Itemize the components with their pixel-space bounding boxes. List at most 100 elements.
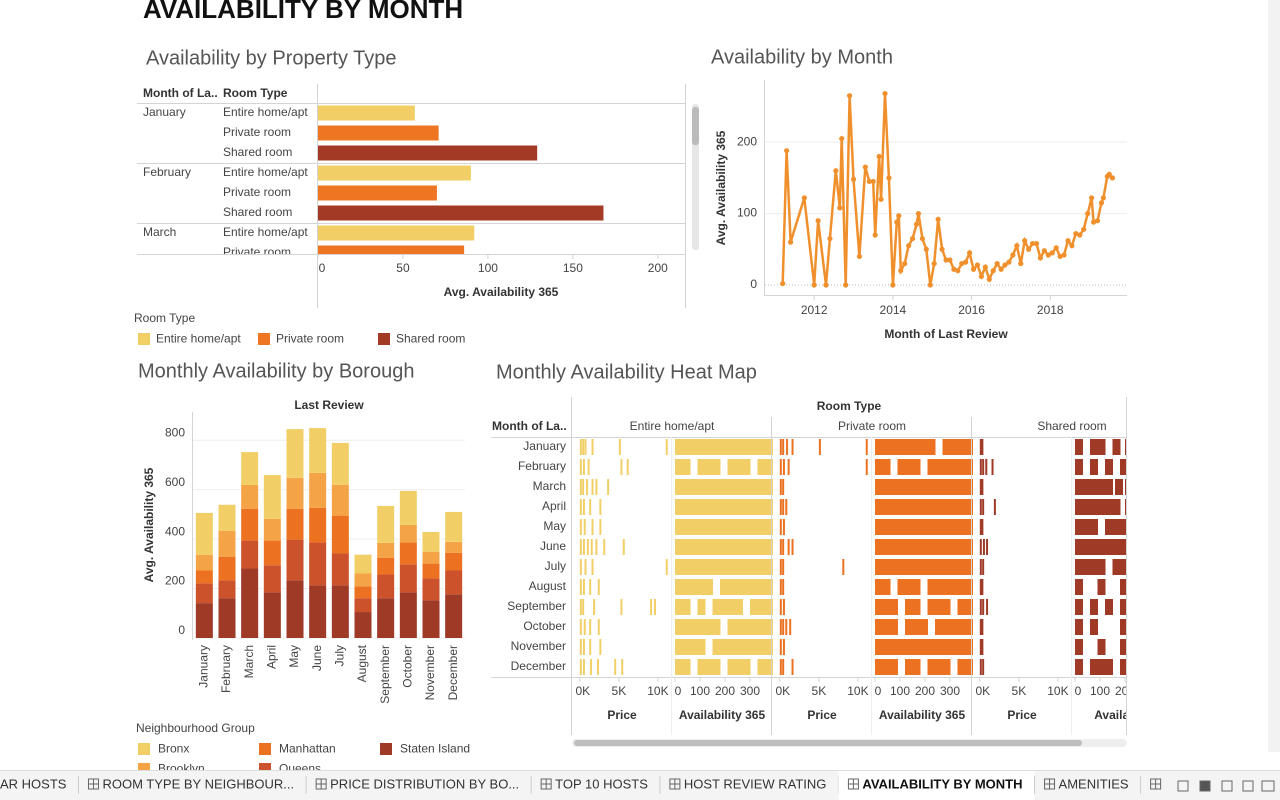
point [1065, 238, 1071, 244]
strip-mark [1120, 559, 1127, 575]
tab[interactable]: AMENITIES [1059, 776, 1129, 791]
point [982, 264, 988, 270]
strip-mark [579, 639, 582, 655]
strip-mark [742, 479, 751, 495]
strip-mark [890, 619, 898, 635]
clip-group: Room Type Month of La.. January February Mar… [491, 397, 1135, 735]
tab[interactable]: HOST REVIEW RATING [684, 776, 827, 791]
strip-mark [982, 459, 985, 475]
tab[interactable]: ROOM TYPE BY NEIGHBOUR... [102, 776, 294, 791]
strip-mark [720, 579, 728, 595]
point [1094, 218, 1101, 224]
heatmap-scrollbar-thumb[interactable] [574, 740, 1082, 746]
strip-mark [1075, 499, 1083, 515]
strip-mark [589, 579, 592, 595]
strip-mark [579, 599, 582, 615]
strip-mark [675, 459, 683, 475]
strip-mark [1120, 539, 1127, 555]
x-tick-label: 0K [975, 684, 990, 698]
strip-mark [591, 519, 594, 535]
strip-mark [697, 659, 706, 675]
strip-mark [920, 559, 928, 575]
strip-mark [582, 639, 585, 655]
strip-mark [720, 599, 728, 615]
x-tick-label: August [355, 644, 369, 682]
strip-mark [750, 499, 758, 515]
column-header: Room Type [817, 399, 882, 413]
page-scrollbar[interactable] [1268, 0, 1280, 752]
strip-mark [697, 459, 706, 475]
toolbar-button[interactable] [1261, 780, 1275, 792]
strip-mark [697, 559, 706, 575]
strip-mark [579, 479, 582, 495]
row-label: Shared room [223, 205, 292, 219]
column-header: Room Type [223, 86, 288, 100]
strip-mark [654, 599, 657, 615]
point [1073, 230, 1079, 237]
strip-mark [682, 579, 691, 595]
tab[interactable]: AR HOSTS [0, 776, 67, 791]
bar-segment [241, 452, 259, 485]
tab[interactable]: TOP 10 HOSTS [555, 776, 648, 791]
tab-icon-grid [88, 779, 99, 789]
strip-mark [905, 439, 913, 455]
point [1053, 245, 1059, 251]
strip-mark [865, 439, 868, 455]
bar-segment [377, 505, 395, 543]
strip-mark [591, 479, 594, 495]
strip-mark [779, 479, 782, 495]
strip-mark [890, 639, 898, 655]
strip-mark [779, 619, 782, 635]
strip-mark [779, 639, 782, 655]
x-tick-label: October [401, 645, 415, 688]
strip-mark [957, 519, 966, 535]
point [1010, 252, 1016, 258]
y-axis-label: Avg. Availability 365 [142, 467, 156, 582]
point [870, 178, 876, 185]
strip-mark [589, 659, 592, 675]
x-tick-label: 10K [1047, 684, 1068, 698]
strip-mark [735, 619, 743, 635]
strip-mark [957, 499, 966, 515]
strip-mark [981, 639, 984, 655]
strip-mark [582, 659, 585, 675]
strip-mark [789, 619, 792, 635]
bar-segment [399, 592, 417, 638]
point [787, 239, 794, 245]
x-tick-label: December [446, 645, 460, 700]
strip-mark [750, 559, 758, 575]
strip-mark [1090, 559, 1098, 575]
point [1098, 200, 1105, 206]
strip-mark [697, 619, 706, 635]
strip-mark [705, 439, 713, 455]
strip-mark [890, 479, 898, 495]
legend-label: Private room [276, 332, 344, 346]
point [784, 148, 790, 154]
strip-mark [905, 519, 913, 535]
toolbar-button[interactable] [1177, 780, 1189, 792]
toolbar-button[interactable] [1199, 780, 1211, 792]
point [994, 260, 1000, 267]
clip-group: AR HOSTS ROOM TYPE BY NEIGHBOUR... PRICE D… [0, 771, 1162, 800]
tab[interactable]: PRICE DISTRIBUTION BY BO... [330, 776, 519, 791]
strip-mark [1105, 499, 1113, 515]
strip-mark [779, 459, 782, 475]
x-tick-label: 200 [1115, 684, 1135, 698]
strip-mark [981, 479, 984, 495]
x-tick-label: 0 [1075, 684, 1082, 698]
strip-mark [1097, 659, 1106, 675]
strip-mark [765, 559, 773, 575]
strip-mark [1097, 539, 1106, 555]
list-scrollbar-thumb[interactable] [692, 107, 699, 145]
strip-mark [965, 659, 973, 675]
x-tick-label: 0 [675, 684, 682, 698]
strip-mark [626, 459, 629, 475]
strip-mark [935, 479, 943, 495]
strip-mark [957, 579, 966, 595]
toolbar-button[interactable] [1221, 780, 1233, 792]
strip-mark [765, 659, 773, 675]
tab[interactable]: AVAILABILITY BY MONTH [862, 776, 1022, 791]
toolbar-button[interactable] [1242, 780, 1254, 792]
chart-header: Last Review [294, 398, 364, 412]
point [1069, 243, 1075, 249]
